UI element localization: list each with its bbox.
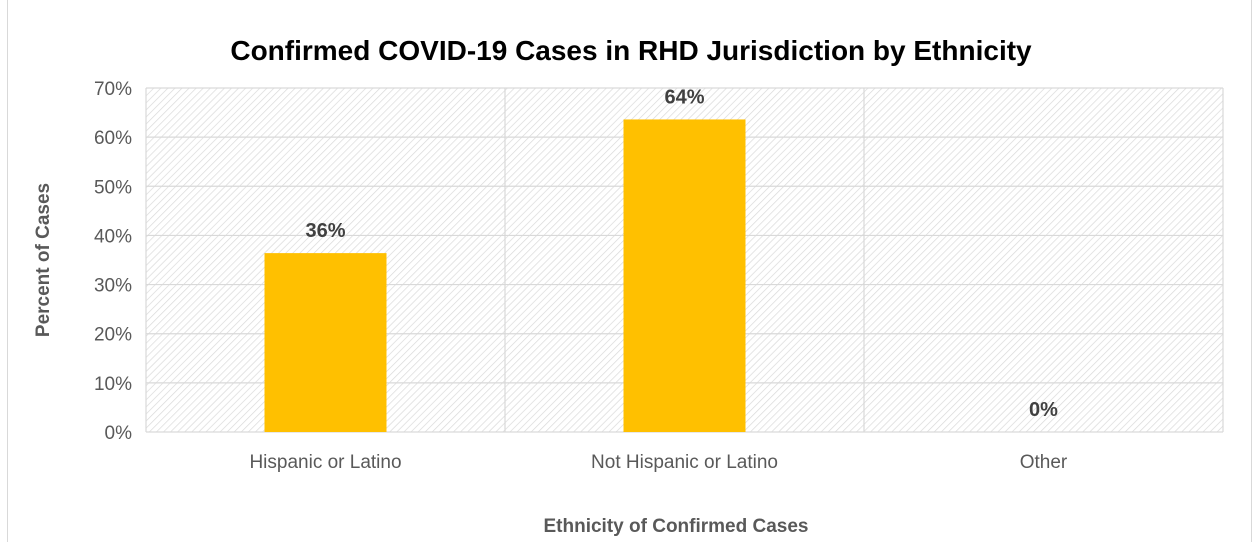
y-tick-label: 0% xyxy=(105,423,133,444)
y-tick-label: 10% xyxy=(94,374,132,395)
y-tick-label: 50% xyxy=(94,177,132,198)
chart-frame: 0% 10% 20% 30% 40% 50% 60% 70% Hispanic or Lati… xyxy=(7,0,1252,542)
y-axis-title: Percent of Cases xyxy=(33,183,54,337)
y-tick-label: 30% xyxy=(94,276,132,297)
data-label: 36% xyxy=(305,220,345,242)
data-labels: 36% 64% 0% xyxy=(305,86,1058,421)
y-tick-label: 60% xyxy=(94,128,132,149)
x-tick-label: Hispanic or Latino xyxy=(249,452,401,473)
bar-chart: 0% 10% 20% 30% 40% 50% 60% 70% Hispanic or Lati… xyxy=(33,35,1224,537)
chart-title: Confirmed COVID-19 Cases in RHD Jurisdic… xyxy=(230,35,1032,66)
y-axis-ticks: 0% 10% 20% 30% 40% 50% 60% 70% xyxy=(94,79,132,444)
data-label: 0% xyxy=(1029,399,1058,421)
x-tick-label: Not Hispanic or Latino xyxy=(591,452,778,473)
y-tick-label: 70% xyxy=(94,79,132,100)
x-axis-ticks: Hispanic or Latino Not Hispanic or Latino… xyxy=(249,452,1067,473)
y-tick-label: 20% xyxy=(94,325,132,346)
data-label: 64% xyxy=(664,86,704,108)
bars xyxy=(264,119,746,433)
y-tick-label: 40% xyxy=(94,226,132,247)
bar xyxy=(264,253,387,432)
bar xyxy=(623,119,746,433)
x-tick-label: Other xyxy=(1020,452,1068,473)
x-axis-title: Ethnicity of Confirmed Cases xyxy=(544,516,809,537)
